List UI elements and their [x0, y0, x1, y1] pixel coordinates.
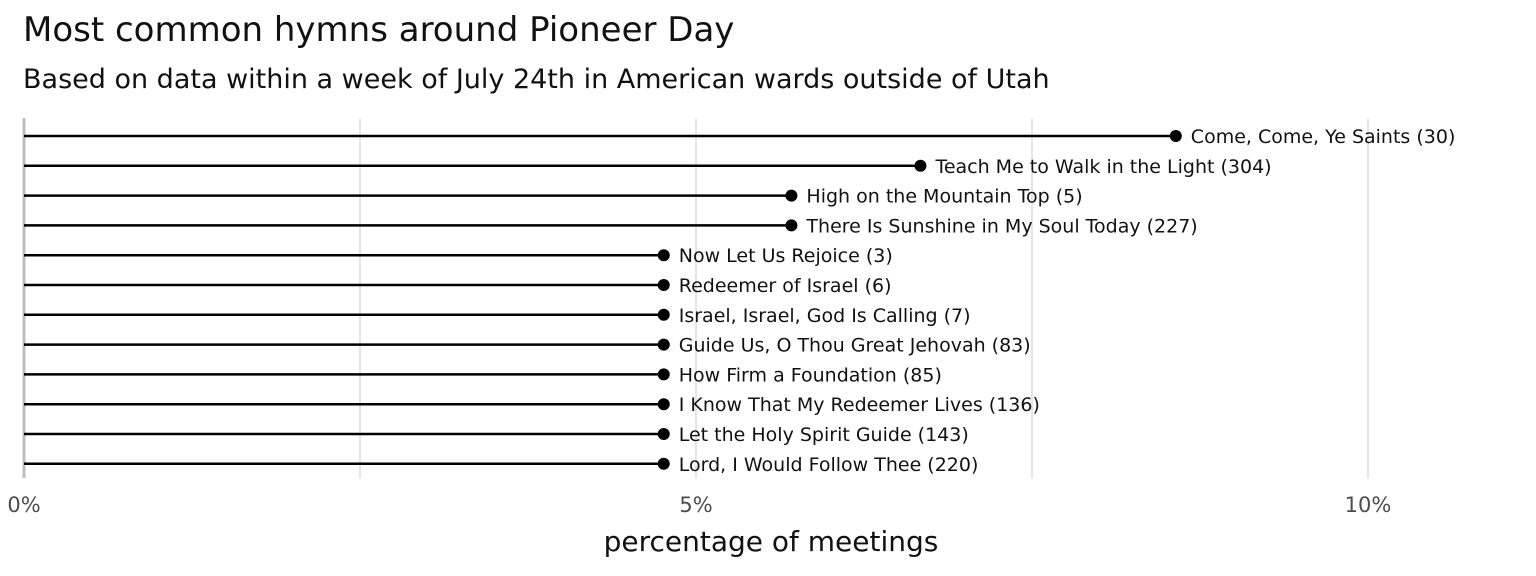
- chart-title: Most common hymns around Pioneer Day: [23, 10, 735, 50]
- hymn-label: High on the Mountain Top (5): [806, 186, 1082, 208]
- lollipop-point: [785, 189, 798, 202]
- hymn-label: Israel, Israel, God Is Calling (7): [679, 305, 971, 327]
- lollipop-point: [657, 428, 670, 440]
- hymn-label: Teach Me to Walk in the Light (304): [934, 156, 1271, 178]
- lollipop-point: [657, 457, 670, 470]
- lollipop-point: [657, 398, 670, 411]
- hymn-label: Guide Us, O Thou Great Jehovah (83): [679, 335, 1031, 357]
- grid-lines: [22, 118, 1369, 478]
- lollipop-marks: Come, Come, Ye Saints (30) Teach Me to Wa…: [24, 126, 1455, 476]
- lollipop-point: [657, 368, 670, 381]
- hymn-label: Lord, I Would Follow Thee (220): [679, 454, 979, 476]
- hymn-label: Let the Holy Spirit Guide (143): [679, 424, 969, 446]
- x-tick-label: 5%: [679, 493, 712, 517]
- hymn-label: There Is Sunshine in My Soul Today (227): [805, 215, 1197, 237]
- hymn-label: Redeemer of Israel (6): [679, 275, 892, 297]
- lollipop-point: [785, 219, 798, 232]
- lollipop-point: [1169, 130, 1182, 142]
- x-axis-ticks: 0% 5% 10%: [7, 493, 1391, 517]
- x-tick-label: 0%: [7, 493, 40, 517]
- lollipop-point: [657, 338, 670, 351]
- hymn-label: Now Let Us Rejoice (3): [679, 245, 893, 267]
- hymn-label: I Know That My Redeemer Lives (136): [679, 394, 1040, 416]
- hymn-label: Come, Come, Ye Saints (30): [1191, 126, 1456, 148]
- lollipop-point: [657, 308, 670, 321]
- x-axis-label: percentage of meetings: [604, 525, 939, 558]
- x-tick-label: 10%: [1345, 493, 1392, 517]
- hymn-label: How Firm a Foundation (85): [679, 364, 942, 386]
- lollipop-point: [914, 159, 927, 172]
- lollipop-point: [657, 279, 670, 291]
- lollipop-point: [657, 249, 670, 262]
- chart-subtitle: Based on data within a week of July 24th…: [23, 64, 1050, 95]
